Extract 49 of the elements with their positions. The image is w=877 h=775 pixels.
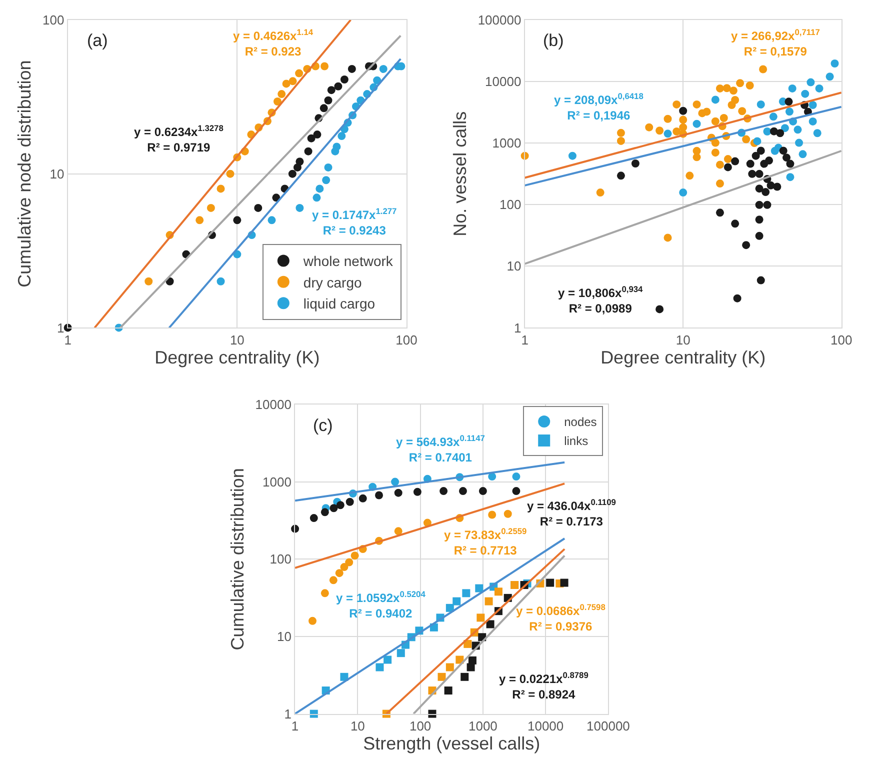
y-tick-label: 100 [270,552,292,567]
annotation: y = 0.4626x$^{1.14}$ R² = 0.923 [233,27,314,59]
y-tick-label: 100000 [478,12,522,28]
text: (b) [543,31,564,50]
legend-label: dry cargo [303,274,362,290]
x-tick-label: 10 [676,332,690,348]
y-axis-title: No. vessel calls [450,111,470,236]
x-tick-label: 100 [409,718,432,734]
annotation: y = 208,09x$^{0,6418}$ R² = 0,1946 [554,91,644,123]
x-axis-title: Degree centrality (K) [600,347,766,368]
y-tick-label: 100 [500,197,522,212]
y-axis-title: Cumulative node distribution [14,60,35,288]
legend-label: liquid cargo [303,296,376,312]
y-tick-label: 1000 [262,474,292,490]
y-tick-label: 100 [42,12,64,28]
x-tick-label: 100 [396,332,418,348]
y-tick-label: 1000 [492,136,522,151]
y-tick-label: 10 [50,166,64,182]
annotation: y = 0.0221x$^{0.8789}$ R² = 0.8924 [499,670,589,702]
x-tick-label: 100000 [586,718,630,734]
y-tick-label: 10000 [255,397,292,412]
y-tick-label: 10 [276,629,292,644]
legend-label: nodes [564,415,597,430]
x-tick-label: 10 [350,718,365,734]
legend-label: links [564,434,588,448]
x-tick-label: 100 [830,332,852,348]
x-tick-label: 10000 [527,718,564,734]
annotation: y = 266,92x$^{0,7117}$ R² = 0,1579 [731,27,820,59]
x-tick-label: 10 [230,332,244,348]
annotation: y = 0.1747x$^{1.277}$ R² = 0.9243 [312,206,398,238]
x-axis-title: Strength (vessel calls) [363,734,540,754]
y-tick-label: 1 [56,320,64,336]
text: (a) [87,31,108,50]
annotation: y = 0.0686x$^{0.7598}$ R² = 0.9376 [516,602,606,634]
text: (c) [313,416,333,435]
y-tick-label: 1 [284,706,292,722]
annotation: y = 0.6234x$^{1.3278}$ R² = 0.9719 [134,123,224,155]
annotation: y = 1.0592x$^{0.5204}$ R² = 0.9402 [336,589,426,621]
y-tick-label: 10 [506,258,522,274]
y-tick-label: 10000 [485,74,522,90]
legend-label: whole network [302,253,394,270]
x-tick-label: 1000 [468,718,498,734]
annotation: y = 436.04x$^{0.1109}$ R² = 0.7173 [527,497,616,529]
y-axis-title: Cumulative distribution [227,468,248,650]
annotation: y = 564.93x$^{0.1147}$ R² = 0.7401 [396,433,486,465]
annotation: y = 10,806x$^{0,934}$ R² = 0,0989 [558,284,644,316]
annotation: y = 73.83x$^{0.2559}$ R² = 0.7713 [444,526,528,558]
x-axis-title: Degree centrality (K) [154,347,320,368]
y-tick-label: 1 [514,320,522,336]
